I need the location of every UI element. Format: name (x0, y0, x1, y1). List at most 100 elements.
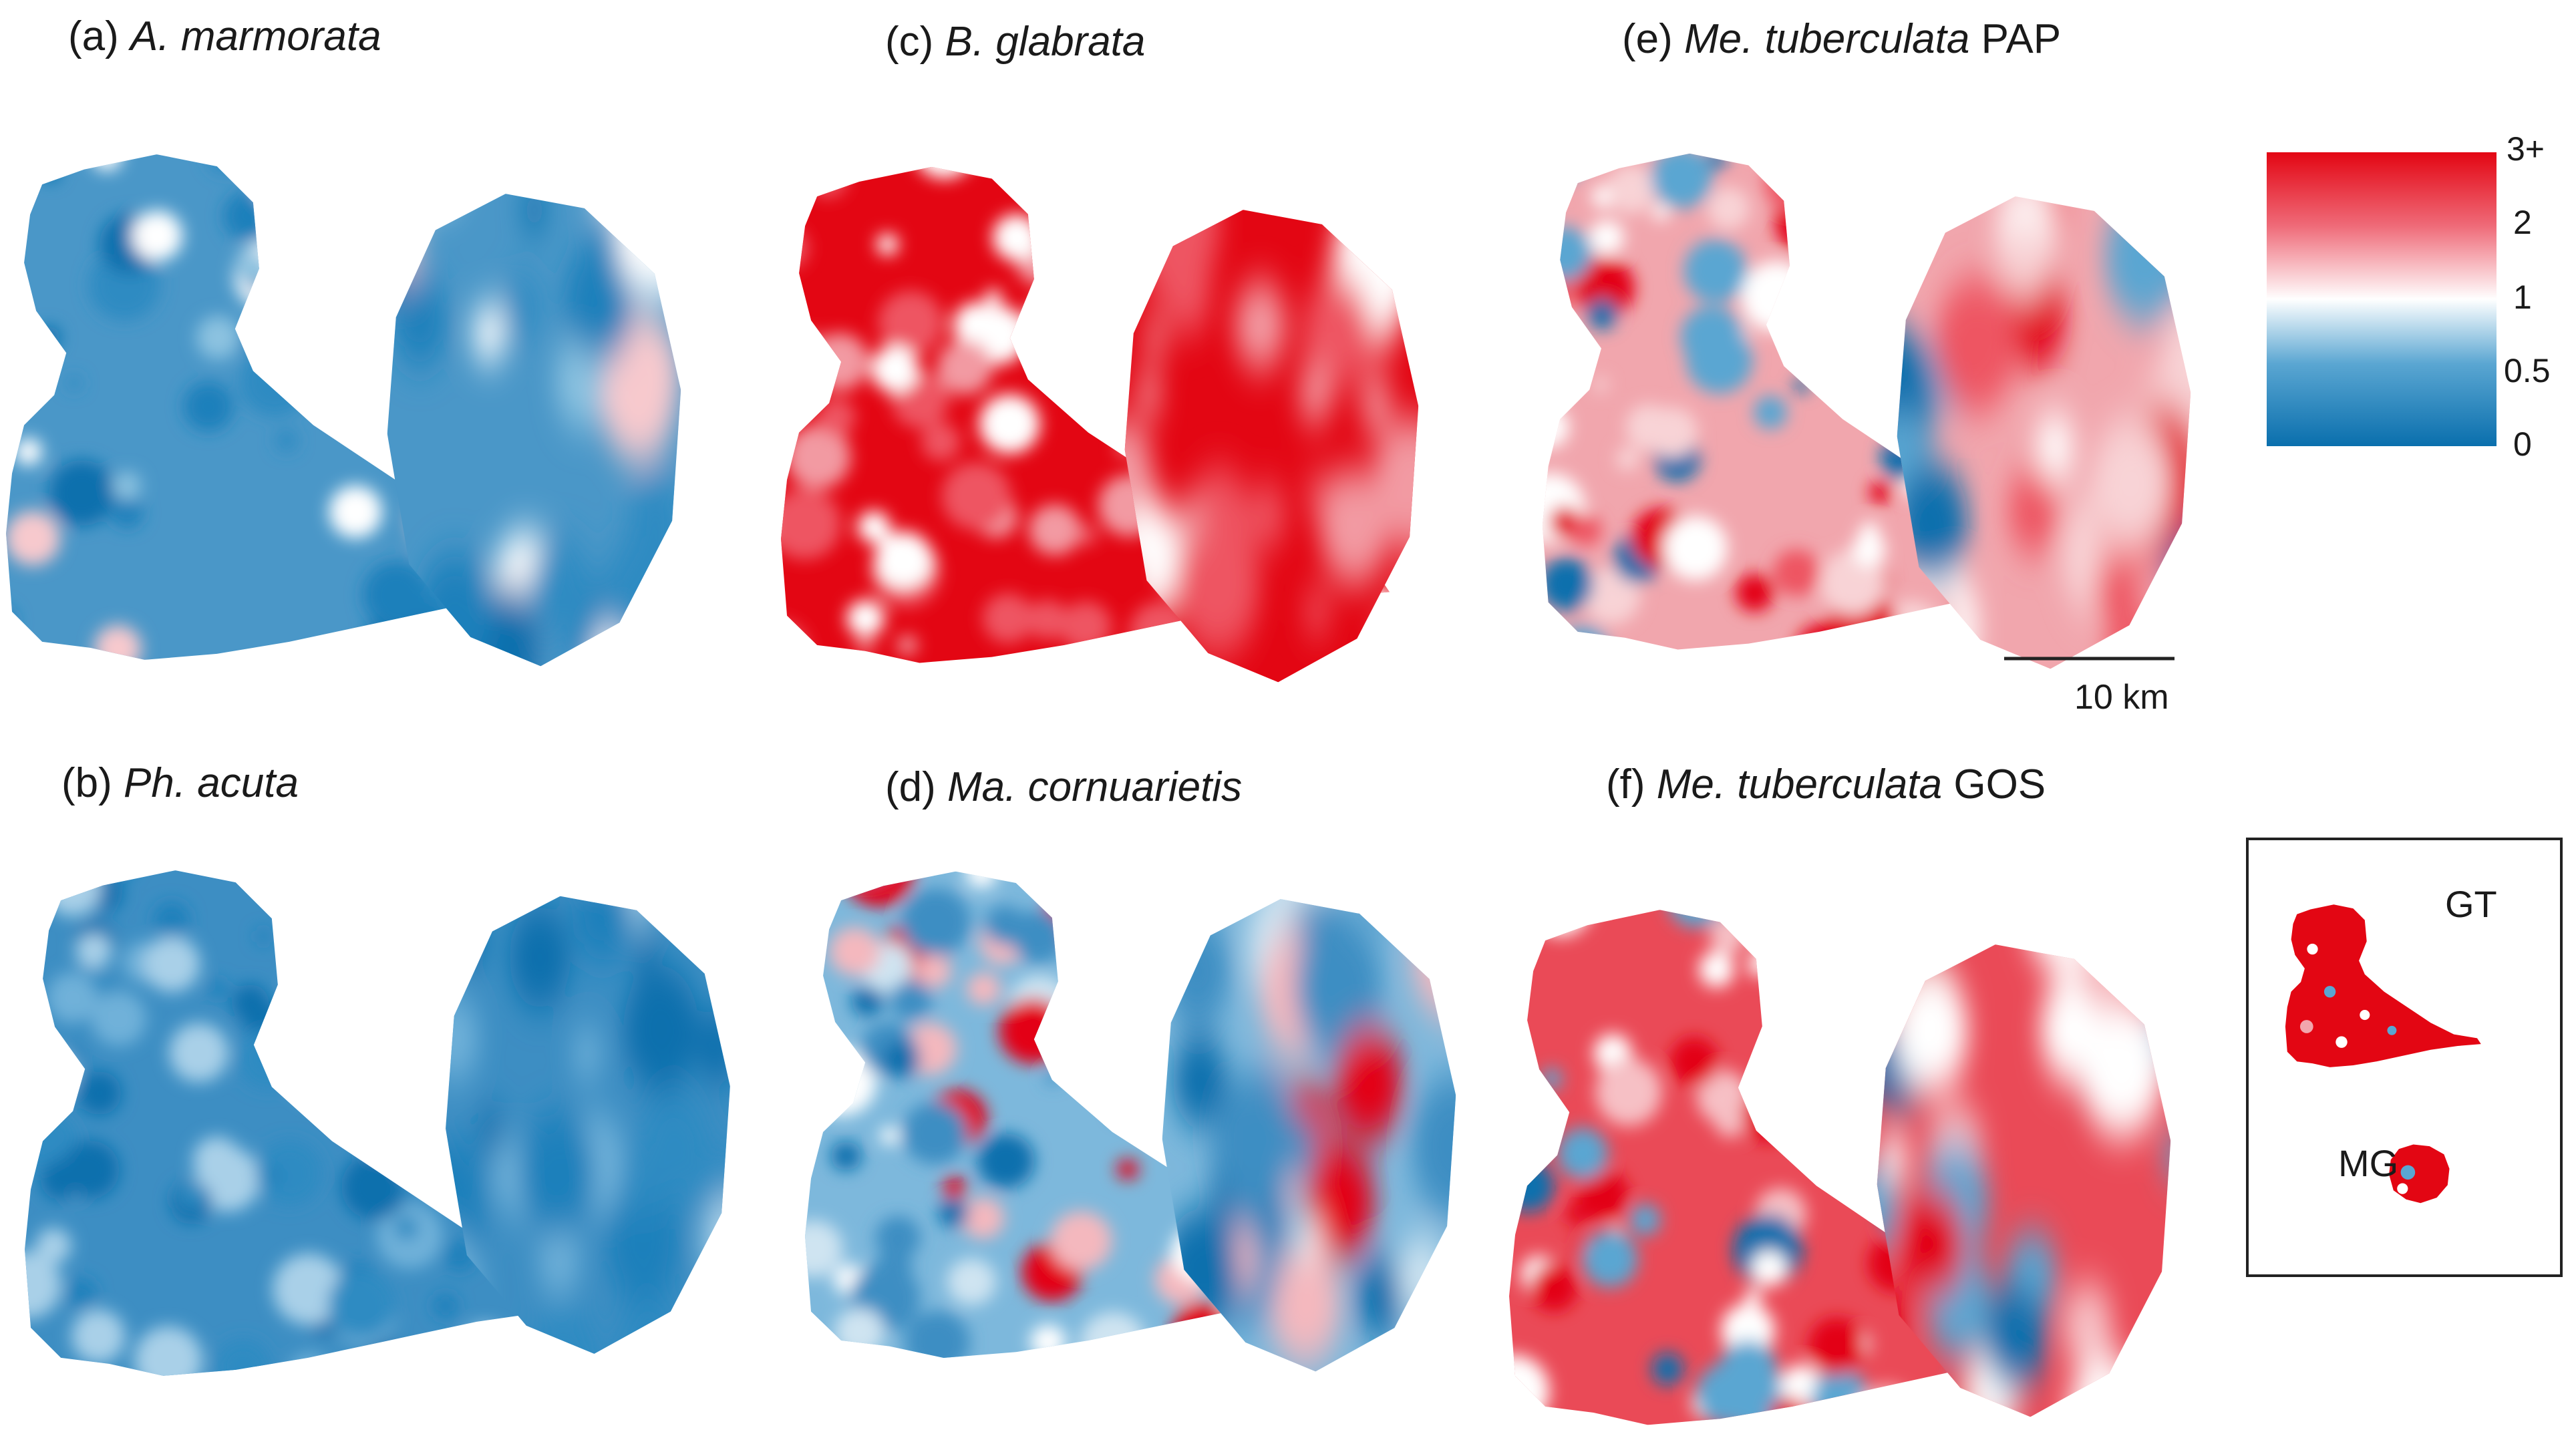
interpolation-patch (1844, 1068, 1881, 1105)
interpolation-patch (1811, 1369, 1870, 1425)
interpolation-patch (979, 394, 1040, 454)
interpolation-patch (2163, 228, 2191, 293)
interpolation-patch (1819, 910, 1879, 957)
interpolation-patch (287, 969, 311, 993)
interpolation-patch (810, 333, 869, 391)
interpolation-patch (312, 342, 385, 415)
interpolation-patch (882, 1041, 921, 1078)
interpolation-patch (1747, 952, 1771, 976)
interpolation-patch (2138, 944, 2171, 979)
interpolation-patch (154, 902, 190, 938)
interpolation-patch (1793, 378, 1809, 394)
interpolation-patch (565, 799, 635, 869)
interpolation-patch (291, 1043, 350, 1103)
interpolation-patch (1097, 916, 1152, 970)
interpolation-patch (2034, 414, 2075, 482)
interpolation-patch (589, 617, 659, 667)
interpolation-patch (378, 145, 406, 190)
interpolation-patch (41, 1159, 81, 1200)
interpolation-patch (961, 1197, 1005, 1239)
interpolation-patch (519, 1111, 595, 1236)
interpolation-patch (800, 330, 819, 348)
interpolation-patch (2067, 153, 2126, 196)
interpolation-patch (1889, 1410, 1930, 1417)
interpolation-patch (1741, 260, 1812, 332)
interpolation-patch (1851, 1385, 1920, 1425)
interpolation-patch (44, 870, 102, 916)
interpolation-patch (1935, 278, 2016, 412)
interpolation-patch (1071, 246, 1124, 299)
interpolation-patch (1164, 916, 1231, 1027)
interpolation-patch (1647, 407, 1698, 458)
interpolation-patch (404, 154, 426, 190)
interpolation-patch (1360, 136, 1382, 158)
interpolation-patch (1895, 969, 1969, 1093)
interpolation-patch (47, 972, 98, 1023)
interpolation-patch (92, 154, 122, 171)
interpolation-patch (943, 1176, 967, 1199)
interpolation-patch (1044, 883, 1112, 947)
interpolation-patch (1067, 166, 1109, 172)
interpolation-patch (1669, 1037, 1719, 1087)
interpolation-patch (1213, 166, 1266, 206)
interpolation-patch (857, 510, 891, 543)
interpolation-patch (245, 154, 273, 177)
interpolation-patch (239, 347, 310, 417)
interpolation-patch (880, 1126, 900, 1145)
interpolation-patch (1297, 367, 1332, 423)
interpolation-patch (876, 233, 899, 255)
interpolation-patch (1372, 417, 1419, 551)
interpolation-patch (552, 154, 588, 161)
interpolation-patch (1150, 112, 1196, 157)
interpolation-patch (1213, 1071, 1297, 1211)
interpolation-patch (446, 943, 448, 982)
mg-island-map-a (378, 145, 681, 667)
interpolation-patch (329, 485, 382, 538)
interpolation-patch (91, 991, 146, 1047)
interpolation-patch (917, 954, 952, 989)
interpolation-patch (1615, 447, 1639, 471)
interpolation-patch (1182, 899, 1229, 903)
interpolation-patch (1651, 1353, 1683, 1385)
interpolation-patch (1054, 171, 1071, 188)
interpolation-patch (1412, 1075, 1456, 1218)
interpolation-patch (1558, 106, 1597, 145)
interpolation-patch (1045, 1070, 1061, 1085)
interpolation-patch (1984, 134, 1999, 148)
interpolation-patch (834, 1308, 885, 1356)
interpolation-patch (196, 315, 240, 359)
interpolation-patch (941, 462, 1011, 530)
interpolation-patch (1696, 1363, 1758, 1425)
interpolation-patch (472, 305, 506, 362)
interpolation-patch (1497, 867, 1540, 910)
interpolation-patch (1558, 878, 1583, 904)
colorbar-tick-label: 0 (2513, 425, 2532, 463)
interpolation-patch (1116, 1159, 1139, 1180)
interpolation-patch (781, 488, 841, 560)
interpolation-patch (2122, 153, 2138, 169)
interpolation-patch (111, 496, 143, 528)
interpolation-patch (786, 425, 851, 489)
interpolation-patch (530, 539, 593, 644)
interpolation-patch (1133, 985, 1158, 1009)
interpolation-patch (328, 1271, 396, 1338)
interpolation-patch (1745, 1288, 1762, 1305)
interpolation-patch (564, 244, 633, 358)
interpolation-patch (94, 870, 137, 879)
interpolation-patch (1530, 1262, 1578, 1312)
interpolation-patch (1184, 166, 1251, 210)
interpolation-patch (302, 120, 323, 141)
interpolation-patch (805, 1220, 843, 1278)
interpolation-patch (362, 561, 430, 629)
interpolation-patch (1773, 549, 1820, 596)
interpolation-patch (870, 345, 919, 393)
interpolation-patch (417, 554, 493, 667)
interpolation-patch (65, 1278, 97, 1309)
interpolation-patch (401, 1183, 418, 1200)
interpolation-patch (256, 1139, 323, 1207)
interpolation-patch (947, 1258, 997, 1306)
interpolation-patch (275, 429, 298, 452)
interpolation-patch (393, 1122, 434, 1163)
colorbar-tick-label: 0.5 (2504, 352, 2551, 389)
interpolation-patch (15, 437, 43, 466)
